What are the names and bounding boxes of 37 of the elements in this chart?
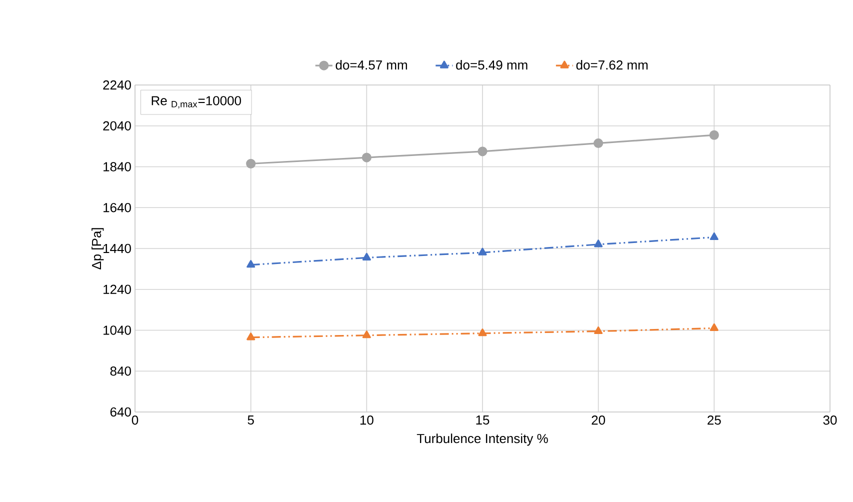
point	[478, 248, 487, 256]
point	[362, 330, 371, 338]
point	[246, 332, 256, 340]
y-tick-label: 640	[110, 407, 131, 417]
x-tick-label: 20	[592, 416, 606, 425]
x-tick-label: 25	[708, 416, 721, 425]
x-tick-label: 30	[823, 416, 837, 425]
point	[246, 158, 256, 168]
x-tick-label: 10	[360, 416, 374, 425]
point	[710, 323, 718, 331]
x-tick-label: 15	[476, 416, 490, 425]
y-tick-label: 2240	[103, 80, 131, 90]
y-tick-label: 1840	[104, 162, 131, 172]
point	[478, 328, 487, 336]
point	[594, 240, 603, 248]
legend-label: do=7.62 mm	[576, 60, 648, 70]
y-tick-label: 2040	[103, 121, 131, 130]
point	[246, 260, 256, 268]
point	[478, 146, 488, 156]
point	[594, 138, 604, 148]
y-tick-label: 1440	[104, 244, 131, 254]
x-tick-label: 0	[132, 416, 138, 425]
y-tick-label: 840	[110, 366, 131, 376]
y-tick-label: 1240	[104, 284, 131, 294]
y-axis-title: Δp [Pa]	[92, 228, 104, 270]
x-tick-label: 5	[248, 416, 254, 425]
legend-label: do=5.49 mm	[456, 60, 528, 70]
point	[710, 232, 718, 240]
point	[362, 152, 372, 162]
point	[362, 252, 371, 260]
y-tick-label: 1040	[104, 326, 131, 335]
y-tick-label: 1640	[104, 203, 131, 212]
x-axis-title: Turbulence Intensity %	[416, 434, 548, 446]
point	[594, 326, 603, 334]
point	[709, 130, 719, 140]
legend-label: do=4.57 mm	[336, 60, 407, 70]
annotation: Re $_{D,max}$=10000	[152, 96, 242, 108]
